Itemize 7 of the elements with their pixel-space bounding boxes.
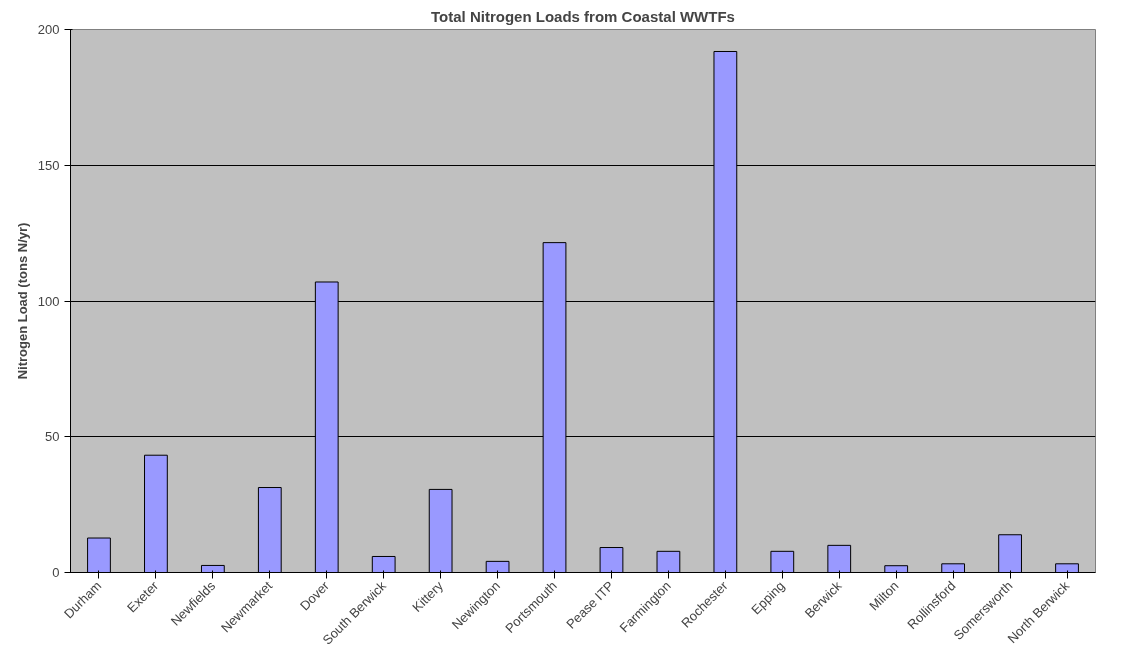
y-tick-label: 150 bbox=[37, 157, 60, 173]
y-tick-label: 50 bbox=[45, 429, 60, 445]
y-axis-title: Nitrogen Load (tons N/yr) bbox=[14, 222, 30, 380]
y-tick-label: 200 bbox=[37, 22, 60, 37]
y-tick-label: 100 bbox=[37, 293, 60, 309]
chart-title: Total Nitrogen Loads from Coastal WWTFs bbox=[431, 7, 735, 25]
y-tick-label: 0 bbox=[52, 565, 60, 580]
